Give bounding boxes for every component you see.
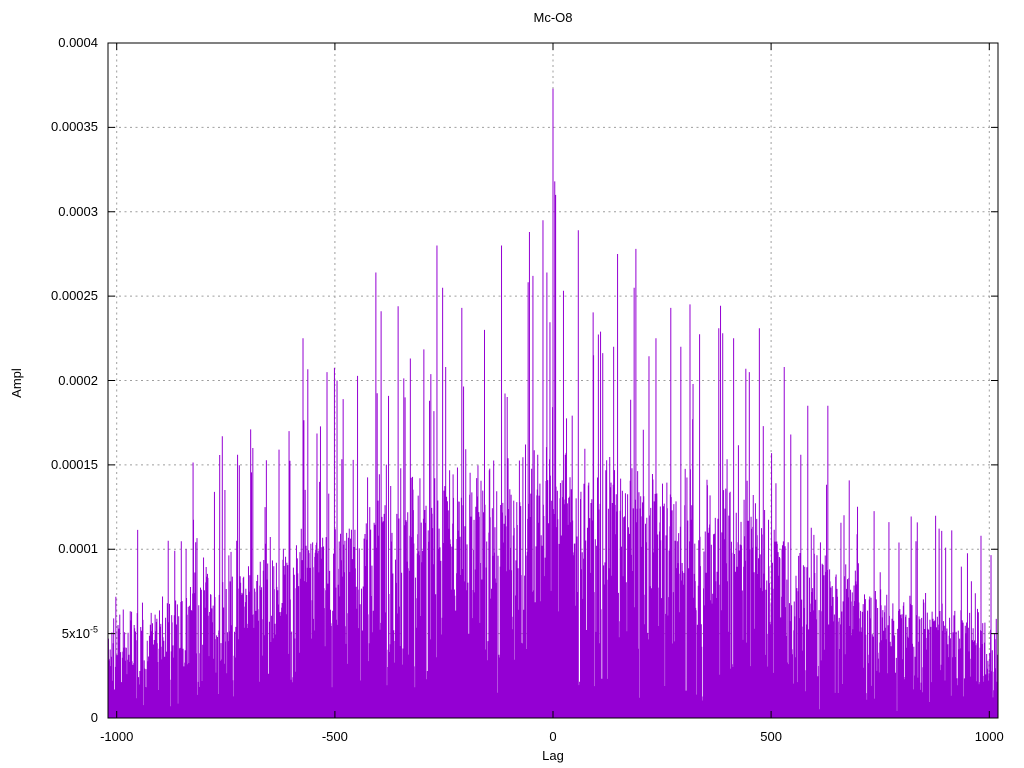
chart-title: Mc-O8 <box>533 10 573 25</box>
y-tick-label: 0.00035 <box>51 119 98 135</box>
x-axis-title: Lag <box>542 748 564 763</box>
y-tick-label: 0.00025 <box>51 288 98 304</box>
tick-marks <box>108 42 998 719</box>
x-tick-label: 500 <box>760 729 782 744</box>
y-tick-label: 5x10-5 <box>61 624 98 641</box>
y-tick-label: 0.0002 <box>58 372 98 388</box>
y-tick-label: 0.0001 <box>58 541 98 557</box>
y-tick-label: 0 <box>90 710 98 725</box>
y-tick-label: 0.0003 <box>58 203 98 219</box>
x-tick-label: 0 <box>549 729 557 744</box>
y-tick-label: 0.00015 <box>51 456 98 472</box>
y-tick-label: 0.0004 <box>58 35 98 50</box>
x-tick-label: -1000 <box>100 729 134 744</box>
impulse-series <box>107 88 999 718</box>
x-tick-label: -500 <box>321 729 348 744</box>
x-tick-label: 1000 <box>974 729 1004 744</box>
